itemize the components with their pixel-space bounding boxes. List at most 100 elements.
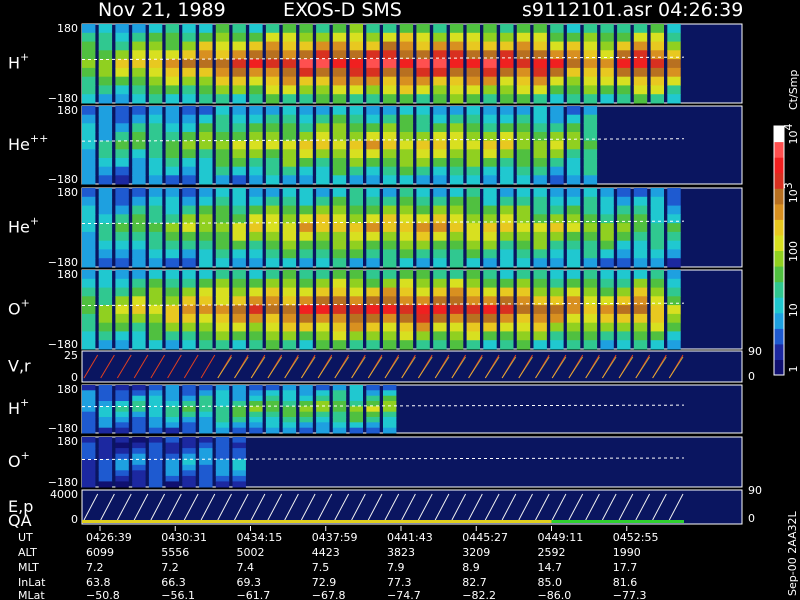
spectrogram-cell [115, 390, 129, 397]
spectrogram-cell [215, 322, 230, 332]
spectrogram-cell [399, 149, 414, 159]
spectrogram-cell [617, 331, 631, 341]
spectrogram-cell [533, 196, 547, 207]
spectrogram-cell [299, 149, 313, 159]
spectrogram-cell [249, 196, 263, 207]
spectrogram-cell [98, 188, 113, 198]
spectrogram-cell [82, 322, 96, 332]
spectrogram-cell [82, 231, 96, 242]
spectrogram-cell [550, 59, 564, 69]
spectrogram-cell [132, 67, 146, 78]
spectrogram-cell [82, 270, 96, 280]
spectrogram-cell [115, 59, 129, 69]
spectrogram-cell [533, 270, 547, 280]
spectrogram-cell [316, 249, 330, 259]
spectrogram-cell [600, 340, 614, 350]
spectrogram-cell [449, 287, 464, 297]
spectrogram-cell [600, 270, 614, 280]
spectrogram-cell [650, 196, 664, 207]
spectrogram-cell [383, 296, 397, 306]
spectrogram-cell [449, 313, 464, 324]
spectrogram-cell [617, 67, 631, 78]
spectrogram-cell [583, 231, 598, 242]
spectrogram-cell [383, 76, 397, 86]
axis-cell-inlat: 66.3 [161, 576, 186, 589]
spectrogram-cell [82, 305, 96, 315]
spectrogram-cell [550, 331, 564, 341]
colorbar-tick-sup: 4 [782, 124, 795, 131]
spectrogram-cell [182, 395, 196, 402]
spectrogram-cell [332, 390, 347, 397]
spectrogram-cell [316, 417, 330, 423]
spectrogram-cell [115, 231, 129, 242]
spectrogram-cell [316, 240, 330, 250]
spectrogram-cell [199, 24, 213, 34]
spectrogram-cell [449, 94, 464, 104]
spectrogram-cell [617, 41, 631, 51]
spectrogram-cell [366, 41, 380, 51]
spectrogram-cell [82, 114, 96, 124]
spectrogram-cell [199, 464, 213, 471]
spectrogram-cell [650, 240, 664, 250]
spectrogram-cell [650, 249, 664, 259]
axis-cell-mlt: 7.9 [387, 561, 405, 574]
spectrogram-cell [583, 287, 598, 297]
spectrogram-cell [449, 305, 464, 315]
spectrogram-cell [399, 313, 414, 324]
spectrogram-cell [115, 481, 129, 488]
spectrogram-cell [516, 258, 531, 268]
spectrogram-cell [98, 240, 113, 250]
spectrogram-cell [617, 231, 631, 242]
spectrogram-cell [500, 196, 514, 207]
spectrogram-cell [349, 390, 363, 397]
spectrogram-cell [299, 427, 313, 434]
spectrogram-cell [449, 50, 464, 60]
spectrogram-cell [165, 76, 179, 86]
spectrogram-cell [215, 240, 230, 250]
spectrogram-cell [383, 59, 397, 69]
axis-row-label: MLat [18, 589, 45, 600]
spectrogram-cell [132, 166, 146, 176]
axis-cell-mlat: −56.1 [161, 589, 195, 600]
spectrogram-cell [600, 240, 614, 250]
spectrogram-cell [483, 305, 497, 315]
spectrogram-cell [332, 258, 347, 268]
spectrogram-cell [148, 50, 163, 60]
spectrogram-cell [516, 240, 531, 250]
spectrogram-cell [115, 258, 129, 268]
spectrogram-cell [316, 385, 330, 391]
spectrogram-cell [617, 296, 631, 306]
spectrogram-cell [265, 296, 280, 306]
colorbar-tick-label: 103 [782, 182, 800, 203]
spectrogram-cell [215, 453, 230, 460]
spectrogram-cell [516, 24, 531, 34]
axis-cell-mlat: −77.3 [613, 589, 647, 600]
spectrogram-cell [199, 385, 213, 391]
spectrogram-cell [449, 106, 464, 116]
spectrogram-cell [483, 140, 497, 150]
spectrogram-cell [399, 258, 414, 268]
axis-row-label: ALT [18, 546, 37, 559]
spectrogram-cell [165, 442, 179, 449]
spectrogram-cell [165, 296, 179, 306]
spectrogram-cell [583, 249, 598, 259]
spectrogram-cell [600, 94, 614, 104]
spectrogram-cell [299, 94, 313, 104]
spectrogram-cell [82, 390, 96, 397]
spectrogram-cell [316, 41, 330, 51]
spectrogram-cell [366, 50, 380, 60]
spectrogram-cell [148, 114, 163, 124]
pitch-angle-line [81, 404, 685, 408]
y-max-label: 180 [57, 268, 78, 281]
spectrogram-cell [466, 313, 480, 324]
spectrogram-cell [433, 123, 447, 133]
spectrogram-cell [215, 442, 230, 449]
spectrogram-cell [516, 305, 531, 315]
spectrogram-cell [533, 223, 547, 233]
spectrogram-cell [199, 459, 213, 466]
spectrogram-cell [232, 158, 246, 168]
spectrogram-cell [115, 442, 129, 449]
spectrogram-cell [249, 278, 263, 289]
spectrogram-cell [165, 475, 179, 482]
spectrogram-cell [583, 258, 598, 268]
